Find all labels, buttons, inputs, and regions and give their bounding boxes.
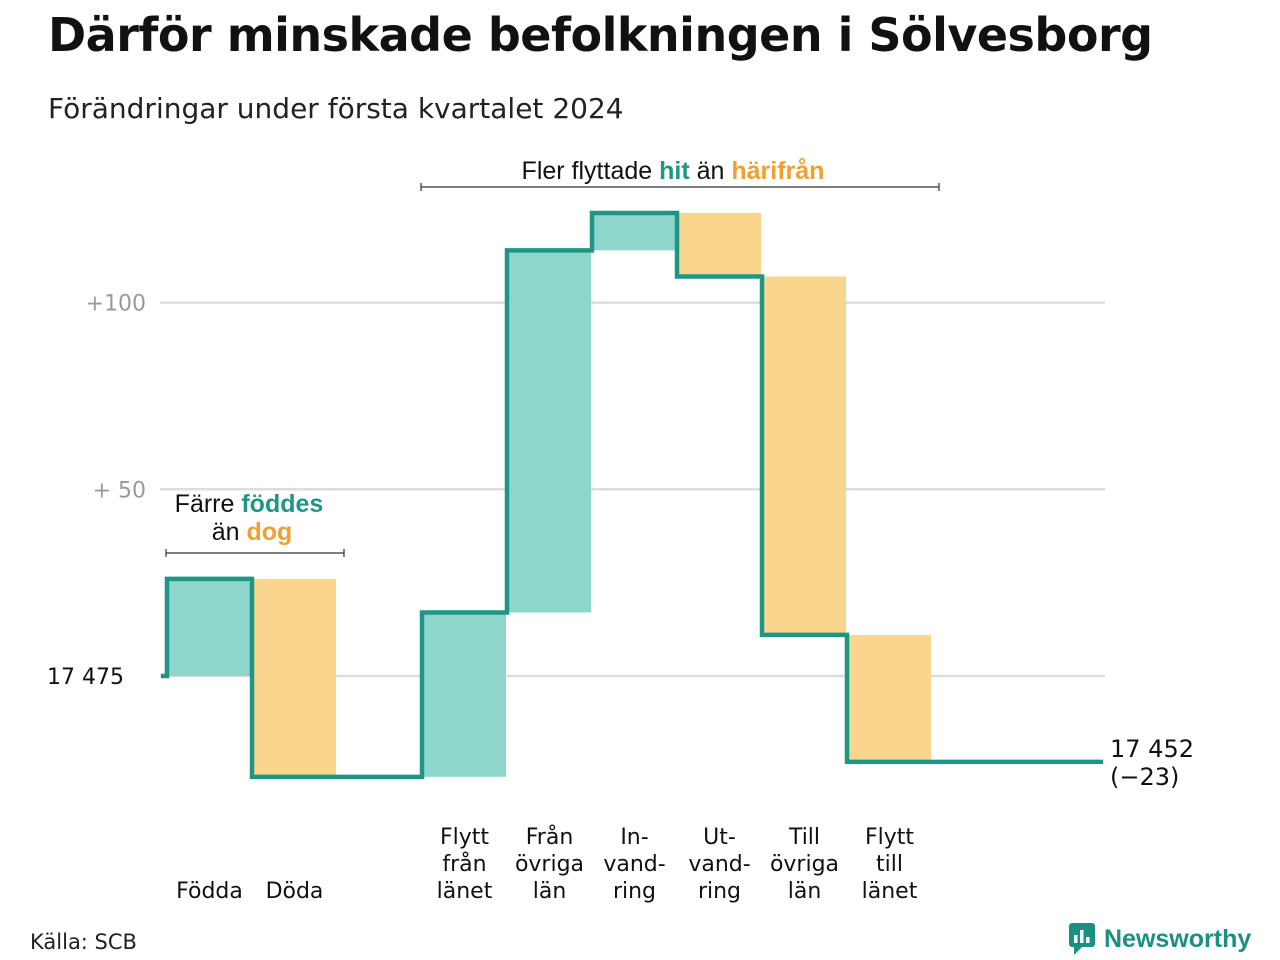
category-label: ring (698, 879, 741, 904)
category-label: Flytt (865, 825, 914, 850)
category-label: övriga (515, 852, 584, 877)
y-tick-label: 17 475 (47, 665, 124, 690)
y-tick-label: + 50 (93, 478, 146, 503)
category-label: vand- (603, 852, 665, 877)
chart-subtitle: Förändringar under första kvartalet 2024 (48, 92, 624, 125)
category-label: In- (620, 825, 648, 850)
category-label: länet (862, 879, 918, 904)
category-label: Från (526, 824, 574, 850)
category-label: övriga (770, 852, 839, 877)
end-value-label: 17 452 (1110, 735, 1194, 763)
running-total-line (161, 210, 1103, 780)
waterfall-bar (422, 612, 506, 777)
category-label: län (788, 879, 822, 904)
brand-logo: Newsworthy (1068, 922, 1251, 956)
category-label: Döda (266, 879, 324, 904)
category-label: länet (437, 879, 493, 904)
brand-name: Newsworthy (1104, 924, 1252, 953)
waterfall-bar (507, 250, 591, 613)
end-change-label: (−23) (1110, 763, 1179, 791)
category-label: vand- (688, 852, 750, 877)
y-tick-label: +100 (86, 292, 146, 317)
category-label: Födda (176, 879, 243, 904)
category-label: till (876, 852, 903, 877)
waterfall-bar (847, 634, 931, 762)
annotation-births-line1: Färre föddes (175, 490, 324, 518)
chart-title: Därför minskade befolkningen i Sölvesbor… (48, 8, 1153, 62)
waterfall-bar (252, 578, 336, 777)
waterfall-bar (762, 276, 846, 635)
category-label: Till (788, 825, 820, 850)
newsworthy-logo-icon (1069, 923, 1095, 955)
waterfall-bar (167, 578, 251, 676)
category-label: län (533, 879, 567, 904)
category-label: Flytt (440, 825, 489, 850)
waterfall-bar (592, 212, 676, 251)
annotation-births-line2: än dog (212, 518, 293, 546)
waterfall-bar (677, 212, 761, 277)
annotation-moves: Fler flyttade hit än härifrån (522, 157, 825, 185)
category-label: ring (613, 879, 656, 904)
source-note: Källa: SCB (30, 930, 137, 954)
category-label: från (442, 851, 486, 877)
category-label: Ut- (703, 825, 736, 850)
